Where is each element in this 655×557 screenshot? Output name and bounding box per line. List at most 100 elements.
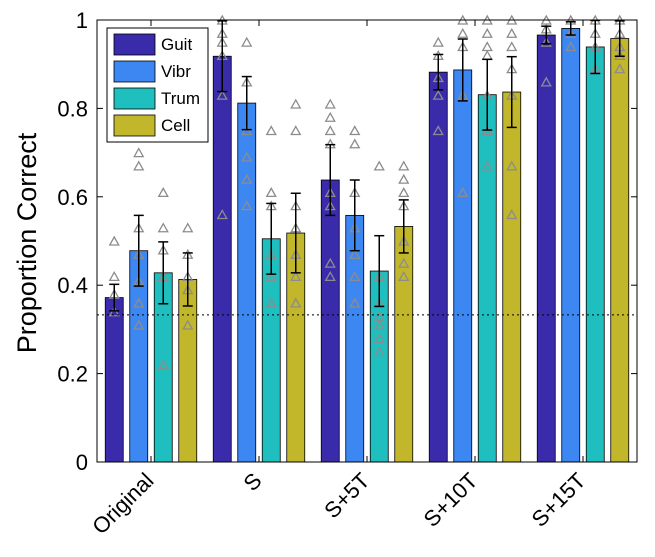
error-bar-guit-4 — [541, 25, 552, 45]
data-point-vibr-0-0 — [133, 319, 145, 330]
data-point-cell-2-1 — [398, 257, 410, 268]
data-point-vibr-4-0 — [565, 41, 577, 52]
data-point-trum-3-4 — [481, 41, 493, 52]
data-point-cell-3-4 — [506, 41, 518, 52]
data-point-trum-3-5 — [481, 27, 493, 38]
data-point-guit-0-0 — [108, 306, 120, 317]
legend-swatch-vibr — [113, 60, 156, 83]
data-point-guit-2-6 — [324, 111, 336, 122]
data-point-cell-3-1 — [506, 160, 518, 171]
bar-cell-4 — [610, 38, 630, 463]
data-point-guit-2-7 — [324, 98, 336, 109]
data-point-vibr-0-5 — [133, 160, 145, 171]
data-point-trum-2-0 — [373, 346, 385, 357]
data-point-vibr-1-5 — [241, 36, 253, 47]
bar-trum-3 — [477, 94, 497, 463]
x-tick-label: S+15T — [527, 468, 591, 532]
bar-cell-2 — [394, 226, 414, 463]
y-axis-label: Proportion Correct — [12, 132, 42, 353]
bar-guit-0 — [104, 297, 124, 463]
data-point-guit-3-0 — [432, 125, 444, 136]
data-point-guit-3-4 — [432, 36, 444, 47]
legend: Guit Vibr Trum Cell — [106, 27, 209, 143]
data-point-guit-2-5 — [324, 125, 336, 136]
data-point-guit-1-1 — [216, 89, 228, 100]
error-bar-guit-1 — [217, 20, 228, 93]
data-point-vibr-1-2 — [241, 151, 253, 162]
data-point-cell-3-0 — [506, 209, 518, 220]
x-tick-label: S+5T — [319, 468, 374, 523]
legend-label-vibr: Vibr — [161, 62, 191, 81]
error-bar-cell-2 — [398, 199, 409, 254]
y-tick-label: 1 — [76, 8, 88, 33]
data-point-guit-0-3 — [108, 235, 120, 246]
data-point-cell-1-0 — [290, 297, 302, 308]
data-point-guit-4-0 — [540, 76, 552, 87]
data-point-cell-4-1 — [614, 50, 626, 61]
error-bar-trum-1 — [266, 202, 277, 275]
data-point-vibr-2-5 — [349, 138, 361, 149]
data-point-vibr-2-1 — [349, 271, 361, 282]
data-point-cell-1-6 — [290, 98, 302, 109]
bar-vibr-3 — [453, 69, 473, 463]
data-point-trum-1-5 — [265, 125, 277, 136]
data-point-trum-2-3 — [373, 310, 385, 321]
data-point-trum-1-1 — [265, 271, 277, 282]
error-bar-vibr-1 — [241, 75, 252, 131]
y-tick-label: 0.6 — [57, 185, 88, 210]
data-point-vibr-0-6 — [133, 147, 145, 158]
bar-guit-4 — [536, 34, 556, 463]
x-tick-label: Original — [87, 468, 158, 539]
data-point-vibr-3-0 — [457, 187, 469, 198]
data-point-cell-1-1 — [290, 271, 302, 282]
data-point-vibr-2-2 — [349, 248, 361, 259]
data-point-trum-0-0 — [157, 359, 169, 370]
error-bar-cell-1 — [290, 192, 301, 274]
bar-vibr-4 — [561, 27, 581, 463]
data-point-trum-0-3 — [157, 222, 169, 233]
error-bar-vibr-3 — [457, 38, 468, 102]
data-point-guit-0-2 — [108, 271, 120, 282]
data-point-cell-2-0 — [398, 271, 410, 282]
data-point-cell-2-6 — [398, 160, 410, 171]
error-bar-vibr-0 — [133, 214, 144, 287]
error-bar-cell-4 — [614, 20, 625, 57]
data-point-trum-1-0 — [265, 297, 277, 308]
data-point-vibr-1-1 — [241, 173, 253, 184]
data-point-cell-1-5 — [290, 125, 302, 136]
data-point-guit-1-0 — [216, 209, 228, 220]
error-bar-trum-0 — [158, 241, 169, 305]
data-point-trum-3-0 — [481, 160, 493, 171]
legend-label-trum: Trum — [161, 89, 200, 108]
bar-guit-3 — [428, 71, 448, 463]
data-point-trum-3-3 — [481, 50, 493, 61]
x-tick-label: S+10T — [419, 468, 483, 532]
bar-vibr-1 — [237, 102, 257, 463]
chart-marks — [104, 14, 630, 463]
data-point-trum-2-2 — [373, 319, 385, 330]
error-bar-cell-3 — [506, 55, 517, 129]
error-bar-trum-3 — [482, 58, 493, 131]
data-point-cell-2-5 — [398, 173, 410, 184]
bar-vibr-2 — [345, 214, 365, 463]
data-point-guit-3-1 — [432, 89, 444, 100]
data-point-vibr-3-3 — [457, 27, 469, 38]
y-tick-label: 0.2 — [57, 362, 88, 387]
error-bar-cell-0 — [182, 252, 193, 307]
data-point-cell-3-5 — [506, 27, 518, 38]
y-tick-label: 0.4 — [57, 273, 88, 298]
error-bar-guit-0 — [109, 283, 120, 312]
data-point-guit-2-0 — [324, 271, 336, 282]
legend-swatch-guit — [113, 33, 156, 56]
error-bar-vibr-2 — [349, 179, 360, 252]
legend-label-guit: Guit — [161, 35, 192, 54]
data-point-guit-4-1 — [540, 36, 552, 47]
data-point-cell-2-4 — [398, 187, 410, 198]
data-point-vibr-2-0 — [349, 297, 361, 308]
error-bar-vibr-4 — [565, 21, 576, 36]
bar-cell-0 — [178, 279, 198, 463]
data-point-cell-0-0 — [182, 319, 194, 330]
data-point-vibr-1-3 — [241, 125, 253, 136]
data-point-trum-1-4 — [265, 187, 277, 198]
